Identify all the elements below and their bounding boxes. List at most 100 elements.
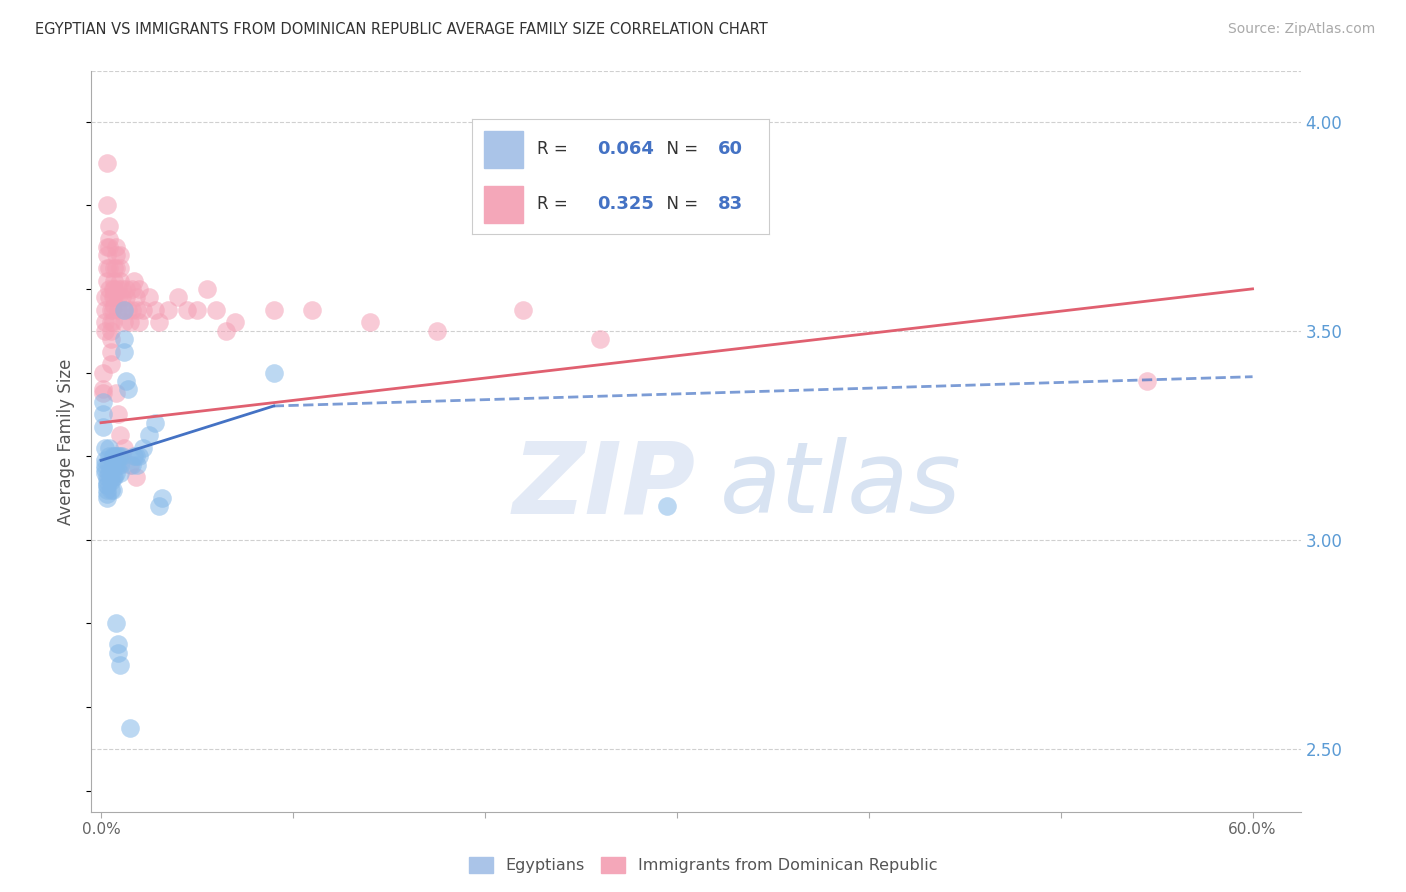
Point (122, 449, 145, 463)
Point (124, 470, 146, 484)
Point (589, 332, 612, 346)
Point (91, 366, 114, 380)
Point (127, 302, 149, 317)
Point (512, 302, 534, 317)
Point (105, 240, 128, 254)
Point (101, 282, 124, 296)
Point (115, 374, 138, 388)
Point (112, 332, 135, 346)
Point (97, 260, 120, 275)
Point (97, 282, 120, 296)
Point (103, 290, 125, 304)
Point (94, 453, 117, 467)
Point (118, 721, 141, 735)
Text: atlas: atlas (720, 437, 962, 534)
Point (100, 344, 122, 359)
Point (117, 382, 139, 396)
Point (96, 470, 118, 484)
Point (105, 386, 128, 401)
Point (176, 302, 198, 317)
Point (96, 198, 118, 212)
Point (100, 357, 122, 371)
Point (118, 458, 141, 472)
Point (96, 273, 118, 287)
Point (301, 302, 323, 317)
Point (101, 315, 124, 329)
Point (97, 441, 120, 455)
Point (105, 260, 128, 275)
Point (122, 273, 145, 287)
Point (166, 290, 188, 304)
Point (103, 449, 125, 463)
Point (186, 302, 208, 317)
Point (132, 302, 155, 317)
Point (101, 302, 124, 317)
Point (118, 315, 141, 329)
Point (97, 219, 120, 234)
Point (128, 282, 150, 296)
Point (94, 441, 117, 455)
Point (138, 428, 160, 442)
Point (124, 290, 146, 304)
Point (263, 366, 285, 380)
Point (107, 458, 129, 472)
Point (121, 302, 143, 317)
Point (107, 449, 129, 463)
Point (263, 302, 285, 317)
Point (359, 315, 381, 329)
Point (103, 470, 125, 484)
Point (91, 394, 114, 409)
Point (96, 487, 118, 501)
Point (94, 324, 117, 338)
Point (96, 483, 118, 497)
Point (108, 458, 131, 472)
Point (96, 478, 118, 492)
Point (94, 461, 117, 475)
Point (111, 290, 134, 304)
Point (138, 290, 160, 304)
Point (224, 315, 246, 329)
Point (91, 420, 114, 434)
Point (91, 408, 114, 422)
Point (97, 232, 120, 246)
Point (101, 483, 124, 497)
Point (96, 491, 118, 505)
Point (127, 458, 149, 472)
Point (100, 302, 122, 317)
Point (128, 449, 150, 463)
Point (107, 646, 129, 660)
Point (103, 458, 125, 472)
Point (100, 324, 122, 338)
Point (205, 302, 228, 317)
Legend: Egyptians, Immigrants from Dominican Republic: Egyptians, Immigrants from Dominican Rep… (463, 850, 943, 880)
Point (112, 315, 135, 329)
Point (195, 282, 218, 296)
Text: ZIP: ZIP (513, 437, 696, 534)
Point (657, 500, 679, 514)
Point (103, 260, 125, 275)
Point (101, 458, 124, 472)
Point (100, 315, 122, 329)
Point (128, 315, 150, 329)
Point (1136, 374, 1159, 388)
Point (94, 466, 117, 480)
Y-axis label: Average Family Size: Average Family Size (58, 359, 76, 524)
Point (108, 466, 131, 480)
Point (112, 344, 135, 359)
Point (105, 616, 128, 631)
Point (215, 324, 238, 338)
Point (105, 248, 128, 262)
Point (157, 302, 180, 317)
Point (143, 302, 166, 317)
Point (97, 466, 120, 480)
Point (426, 324, 449, 338)
Point (105, 449, 128, 463)
Point (101, 470, 124, 484)
Point (94, 315, 117, 329)
Point (108, 260, 131, 275)
Point (96, 240, 118, 254)
Point (101, 290, 124, 304)
Text: Source: ZipAtlas.com: Source: ZipAtlas.com (1227, 22, 1375, 37)
Point (96, 260, 118, 275)
Point (97, 240, 120, 254)
